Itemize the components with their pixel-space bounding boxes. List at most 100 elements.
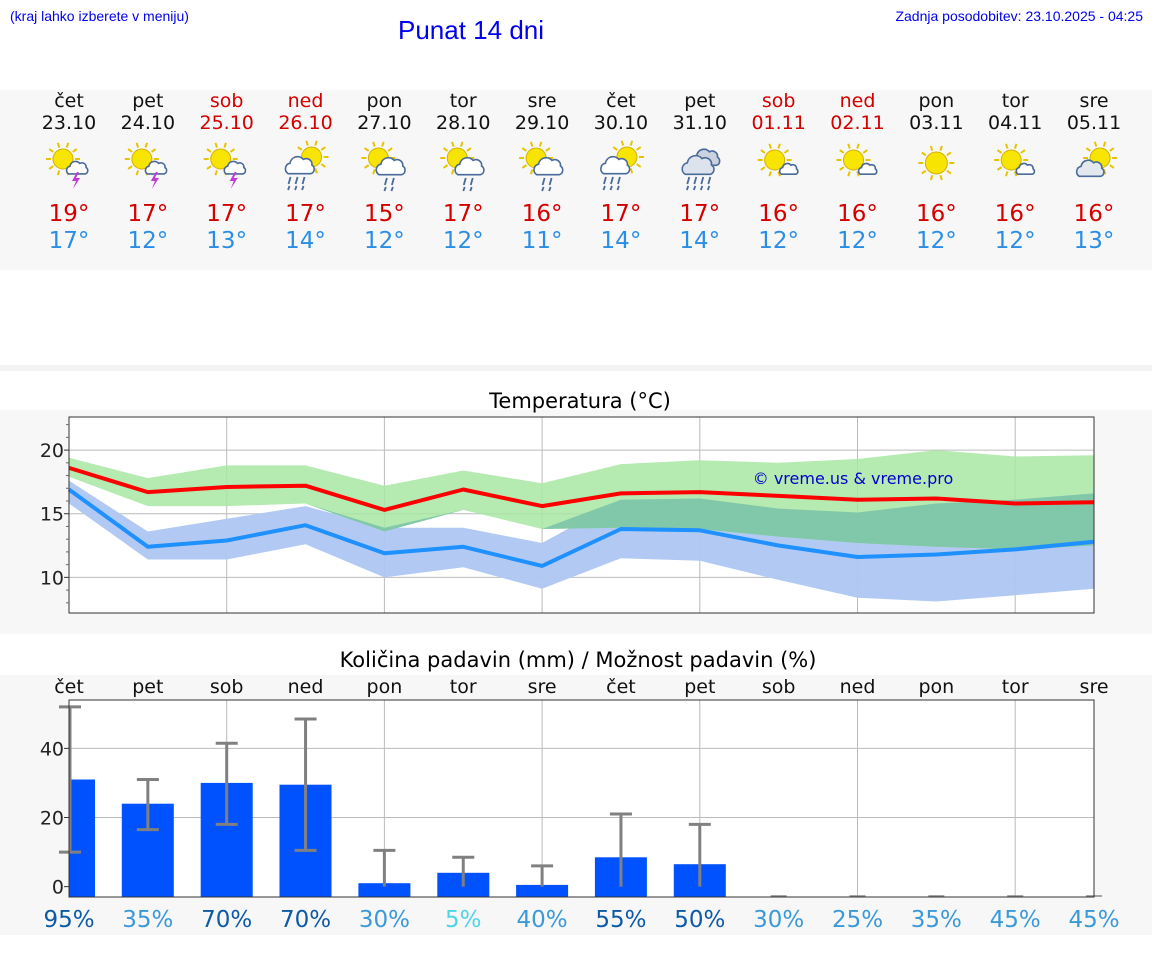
high-temp: 16° [837, 201, 878, 227]
low-temp: 14° [601, 228, 642, 254]
high-temp: 19° [49, 201, 90, 227]
precip-probability: 30% [359, 907, 410, 933]
precip-chart-title: Količina padavin (mm) / Možnost padavin … [340, 648, 817, 672]
high-temp: 17° [679, 201, 720, 227]
sun-cloud-light-rain-icon [440, 141, 485, 192]
high-temp: 15° [364, 201, 405, 227]
day-date: 04.11 [988, 112, 1042, 134]
sun-cloud-icon [1075, 141, 1118, 178]
day-of-week: pon [367, 90, 403, 112]
day-of-week: pon [918, 90, 954, 112]
low-temp: 12° [443, 228, 484, 254]
min-temp-line [67, 487, 1095, 568]
low-temp: 17° [49, 228, 90, 254]
sun-small-cloud-icon [757, 143, 799, 177]
daily-forecast-panel [0, 90, 1152, 270]
high-temp: 16° [522, 201, 563, 227]
watermark: © vreme.us & vreme.pro [753, 469, 954, 488]
precip-x-label: čet [606, 676, 636, 698]
precip-x-label: čet [54, 676, 84, 698]
temp-y-tick-label: 15 [40, 504, 64, 526]
precip-x-label: sre [1080, 676, 1109, 698]
high-temp: 17° [443, 201, 484, 227]
day-of-week: sre [528, 90, 557, 112]
precip-probability: 70% [201, 907, 252, 933]
day-date: 23.10 [42, 112, 96, 134]
low-temp: 13° [1074, 228, 1115, 254]
sun-cloud-rain-icon [600, 140, 644, 191]
day-of-week: čet [606, 90, 636, 112]
low-temp: 11° [522, 228, 563, 254]
high-temp: 17° [206, 201, 247, 227]
day-date: 26.10 [278, 112, 332, 134]
precip-probability: 70% [280, 907, 331, 933]
min-temp-range-band [69, 480, 1094, 602]
day-date: 03.11 [909, 112, 963, 134]
precip-x-label: tor [1002, 676, 1029, 698]
high-temp: 17° [285, 201, 326, 227]
precip-x-label: sob [762, 676, 796, 698]
precip-probability: 30% [753, 907, 804, 933]
day-date: 02.11 [830, 112, 884, 134]
low-temp: 12° [995, 228, 1036, 254]
day-of-week: pet [132, 90, 163, 112]
day-date: 25.10 [199, 112, 253, 134]
sun-cloud-thunder-icon [46, 142, 89, 189]
precip-bar [516, 884, 569, 897]
separator [0, 365, 1152, 371]
day-date: 01.11 [751, 112, 805, 134]
precip-x-label: ned [288, 676, 324, 698]
precip-probability: 55% [595, 907, 646, 933]
sun-cloud-thunder-icon [203, 142, 247, 189]
sun-cloud-light-rain-icon [519, 141, 564, 192]
precip-x-label: pon [367, 676, 403, 698]
precip-x-label: ned [840, 676, 876, 698]
page-title: Punat 14 dni [398, 15, 545, 45]
sun-small-cloud-icon [994, 143, 1036, 177]
day-date: 30.10 [594, 112, 648, 134]
precip-bar [358, 883, 411, 897]
day-of-week: tor [1002, 90, 1029, 112]
high-temp: 17° [127, 201, 168, 227]
sun-cloud-thunder-icon [124, 142, 168, 189]
day-date: 29.10 [515, 112, 569, 134]
low-temp: 14° [679, 228, 720, 254]
precip-x-label: sre [528, 676, 557, 698]
day-date: 24.10 [121, 112, 175, 134]
precip-x-label: pet [684, 676, 715, 698]
menu-hint: (kraj lahko izberete v meniju) [10, 8, 189, 24]
precip-probability: 35% [911, 907, 962, 933]
day-of-week: tor [450, 90, 477, 112]
temp-y-tick-label: 20 [40, 440, 64, 462]
band-overlap [69, 476, 1094, 550]
low-temp: 14° [285, 228, 326, 254]
day-date: 28.10 [436, 112, 490, 134]
precip-y-tick-label: 0 [52, 877, 64, 899]
precip-x-label: sob [210, 676, 244, 698]
low-temp: 13° [206, 228, 247, 254]
high-temp: 16° [995, 201, 1036, 227]
temp-chart-title: Temperatura (°C) [488, 389, 671, 413]
precip-probability: 40% [517, 907, 568, 933]
precip-x-label: pet [132, 676, 163, 698]
precip-probability: 35% [122, 907, 173, 933]
low-temp: 12° [916, 228, 957, 254]
sun-icon [918, 145, 955, 181]
precip-y-tick-label: 20 [40, 808, 64, 830]
max-temp-line [68, 465, 1095, 512]
day-date: 31.10 [673, 112, 727, 134]
sun-cloud-rain-icon [284, 140, 329, 191]
day-date: 27.10 [357, 112, 411, 134]
day-of-week: ned [840, 90, 876, 112]
